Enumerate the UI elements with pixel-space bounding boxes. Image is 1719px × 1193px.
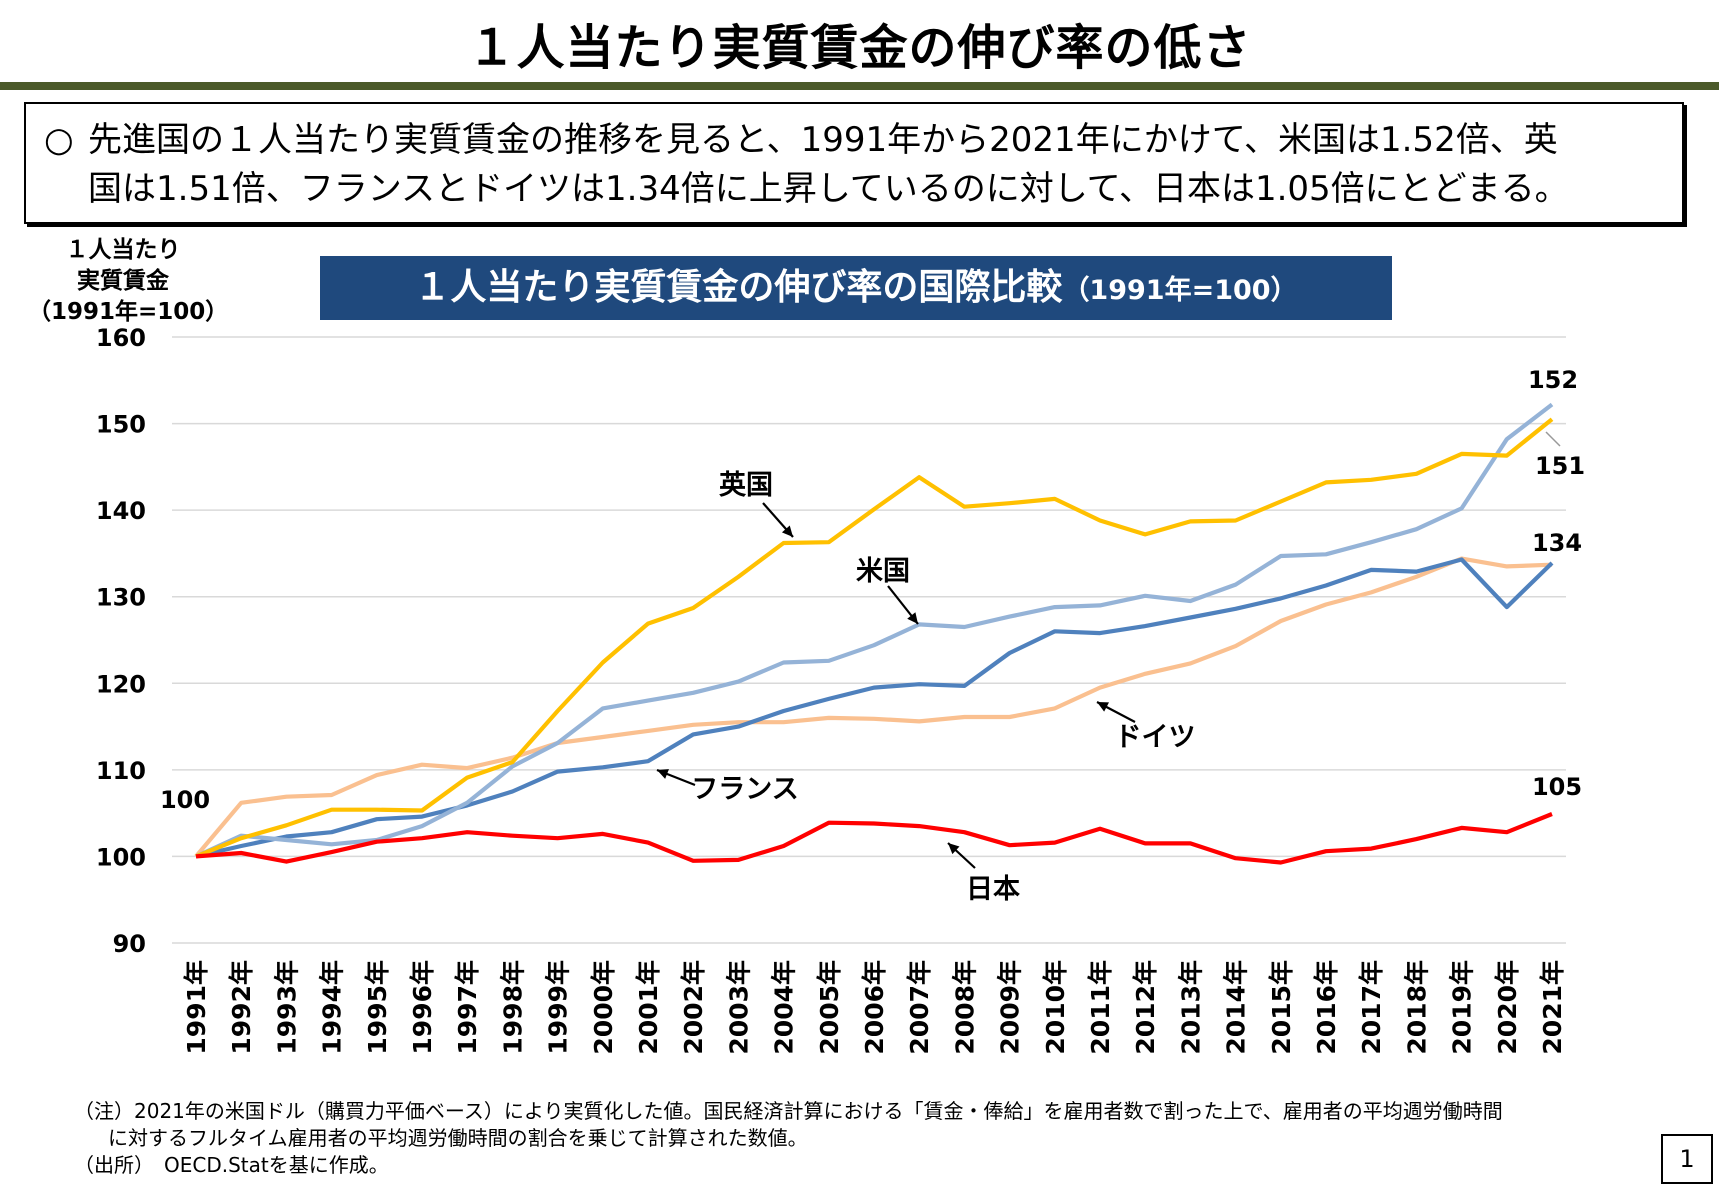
y-tick-label: 130 — [96, 584, 146, 612]
data-value-label: 134 — [1532, 529, 1582, 557]
series-label-japan: 日本 — [966, 874, 1020, 905]
series-label-us: 米国 — [856, 556, 910, 587]
chart-title: １人当たり実質賃金の伸び率の国際比較 — [414, 267, 1063, 308]
series-line — [195, 417, 1554, 859]
x-tick-label: 1994年 — [318, 960, 347, 1055]
x-tick-label: 2017年 — [1357, 960, 1386, 1055]
x-tick-label: 2020年 — [1493, 960, 1522, 1055]
y-tick-label: 140 — [96, 497, 146, 525]
x-tick-label: 1991年 — [182, 960, 211, 1055]
bullet-marker: ○ — [44, 120, 74, 160]
x-tick-label: 2011年 — [1086, 960, 1115, 1055]
y-axis-label-line-3: （1991年=100） — [28, 299, 229, 325]
title-divider — [0, 82, 1719, 90]
series-line — [195, 402, 1554, 859]
y-axis-label-line-1: １人当たり — [65, 237, 181, 263]
x-tick-label: 2019年 — [1448, 960, 1477, 1055]
data-value-label: 151 — [1535, 452, 1585, 480]
x-tick-label: 2013年 — [1176, 960, 1205, 1055]
series-label-germany: ドイツ — [1115, 722, 1196, 753]
series-label-france: フランス — [691, 774, 798, 805]
summary-line-1: ○ 先進国の１人当たり実質賃金の推移を見ると、1991年から2021年にかけて、米… — [44, 116, 1664, 165]
x-tick-label: 1996年 — [408, 960, 437, 1055]
series-label-uk: 英国 — [719, 470, 773, 501]
data-value-label: 100 — [160, 786, 210, 814]
x-tick-label: 2021年 — [1538, 960, 1567, 1055]
x-tick-label: 1993年 — [272, 960, 301, 1055]
x-tick-label: 2001年 — [634, 960, 663, 1055]
y-tick-label: 110 — [96, 757, 146, 785]
x-tick-label: 1998年 — [498, 960, 527, 1055]
summary-text-2: 国は1.51倍、フランスとドイツは1.34倍に上昇しているのに対して、日本は1.… — [88, 169, 1569, 209]
note-line-2: に対するフルタイム雇用者の平均週労働時間の割合を乗じて計算された数値。 — [108, 1126, 808, 1150]
series-line — [195, 557, 1554, 859]
annotation-arrow-head — [907, 612, 918, 624]
x-tick-label: 2016年 — [1312, 960, 1341, 1055]
source-line: （出所） OECD.Statを基に作成。 — [74, 1153, 389, 1177]
annotation-arrow-head — [948, 843, 960, 855]
x-tick-label: 2012年 — [1131, 960, 1160, 1055]
annotation-arrow-head — [781, 525, 793, 537]
y-tick-label: 160 — [96, 324, 146, 352]
x-tick-label: 1997年 — [453, 960, 482, 1055]
data-value-label: 105 — [1532, 773, 1582, 801]
page-number: 1 — [1661, 1134, 1713, 1184]
y-axis-label-line-2: 実質賃金 — [77, 268, 169, 294]
leader-line — [1545, 431, 1561, 447]
chart-subtitle: （1991年=100） — [1062, 275, 1298, 306]
note-line-1: （注）2021年の米国ドル（購買力平価ベース）により実質化した値。国民経済計算に… — [74, 1099, 1503, 1123]
annotation-arrow-head — [1097, 702, 1109, 712]
x-tick-label: 2000年 — [589, 960, 618, 1055]
x-tick-label: 2005年 — [815, 960, 844, 1055]
data-value-label: 152 — [1528, 366, 1578, 394]
x-tick-label: 2018年 — [1402, 960, 1431, 1055]
x-tick-label: 2004年 — [770, 960, 799, 1055]
x-tick-label: 1999年 — [544, 960, 573, 1055]
x-tick-label: 2006年 — [860, 960, 889, 1055]
y-tick-label: 90 — [113, 930, 146, 958]
y-tick-label: 120 — [96, 670, 146, 698]
y-tick-label: 150 — [96, 411, 146, 439]
series-line — [194, 556, 1553, 858]
summary-text-1: 先進国の１人当たり実質賃金の推移を見ると、1991年から2021年にかけて、米国… — [88, 120, 1558, 160]
chart-title-banner: １人当たり実質賃金の伸び率の国際比較（1991年=100） — [320, 256, 1392, 320]
x-tick-label: 1995年 — [363, 960, 392, 1055]
x-tick-label: 2014年 — [1222, 960, 1251, 1055]
line-chart: 90 100 110 120 130 140 150 160 1991年 1992年 1993年 19… — [96, 324, 1585, 1055]
x-tick-label: 2009年 — [996, 960, 1025, 1055]
page-title: １人当たり実質賃金の伸び率の低さ — [467, 20, 1252, 76]
x-tick-label: 2008年 — [950, 960, 979, 1055]
series-line — [195, 812, 1553, 865]
x-tick-label: 1992年 — [227, 960, 256, 1055]
y-tick-label: 100 — [96, 843, 146, 871]
summary-box: ○ 先進国の１人当たり実質賃金の推移を見ると、1991年から2021年にかけて、米… — [24, 102, 1684, 224]
x-tick-label: 2015年 — [1267, 960, 1296, 1055]
x-tick-label: 2010年 — [1041, 960, 1070, 1055]
x-tick-label: 2007年 — [905, 960, 934, 1055]
x-tick-label: 2002年 — [679, 960, 708, 1055]
annotation-arrow-head — [657, 769, 669, 779]
x-tick-label: 2003年 — [724, 960, 753, 1055]
